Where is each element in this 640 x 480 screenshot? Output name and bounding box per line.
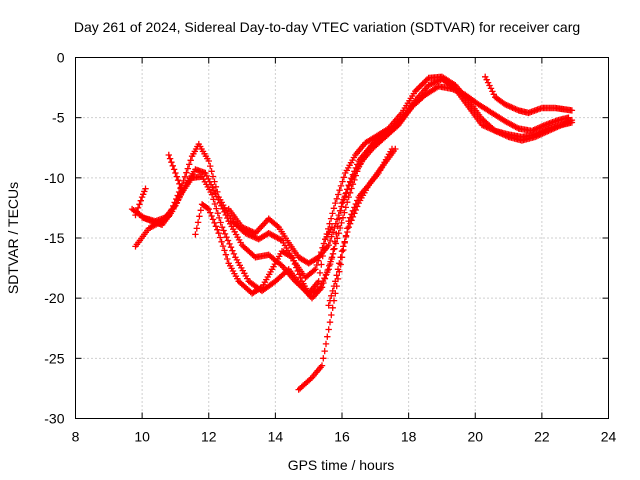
data-point-markers bbox=[165, 151, 186, 195]
y-tick-label: -25 bbox=[44, 350, 64, 366]
data-point-markers bbox=[132, 76, 576, 297]
x-tick-label: 10 bbox=[134, 429, 150, 445]
data-series-track-7 bbox=[325, 145, 399, 309]
y-tick-label: -10 bbox=[44, 170, 64, 186]
x-tick-label: 22 bbox=[534, 429, 550, 445]
data-series-track-1 bbox=[132, 76, 576, 297]
axis-ticks bbox=[75, 57, 609, 419]
data-point-markers bbox=[192, 201, 336, 297]
data-point-markers bbox=[132, 185, 149, 219]
x-tick-label: 12 bbox=[201, 429, 217, 445]
data-point-markers bbox=[295, 145, 396, 393]
y-tick-label: -30 bbox=[44, 411, 64, 427]
data-series-track-9 bbox=[132, 185, 149, 219]
y-tick-label: -15 bbox=[44, 230, 64, 246]
x-tick-label: 18 bbox=[401, 429, 417, 445]
x-tick-label: 24 bbox=[601, 429, 617, 445]
chart-title: Day 261 of 2024, Sidereal Day-to-day VTE… bbox=[74, 19, 580, 35]
grid bbox=[75, 57, 609, 419]
y-tick-label: 0 bbox=[57, 50, 65, 66]
y-tick-label: -20 bbox=[44, 290, 64, 306]
data-point-markers bbox=[225, 103, 416, 267]
x-tick-label: 8 bbox=[72, 429, 80, 445]
y-axis-label: SDTVAR / TECUs bbox=[5, 182, 21, 294]
data-series-track-4 bbox=[192, 201, 336, 297]
x-axis-tick-labels: 8 10 12 14 16 18 20 22 24 bbox=[72, 429, 617, 445]
data-series-track-5 bbox=[225, 103, 416, 267]
y-axis-tick-labels: 0 -5 -10 -15 -20 -25 -30 bbox=[44, 50, 64, 427]
x-tick-label: 20 bbox=[467, 429, 483, 445]
x-axis-label: GPS time / hours bbox=[288, 457, 395, 473]
plot-area bbox=[128, 73, 576, 393]
data-series-track-8 bbox=[482, 73, 576, 117]
y-tick-label: -5 bbox=[52, 110, 65, 126]
data-point-markers bbox=[482, 73, 576, 117]
data-series-track-10 bbox=[165, 151, 186, 195]
x-tick-label: 16 bbox=[334, 429, 350, 445]
data-point-markers bbox=[325, 145, 399, 309]
data-series-track-6 bbox=[295, 145, 396, 393]
x-tick-label: 14 bbox=[268, 429, 284, 445]
